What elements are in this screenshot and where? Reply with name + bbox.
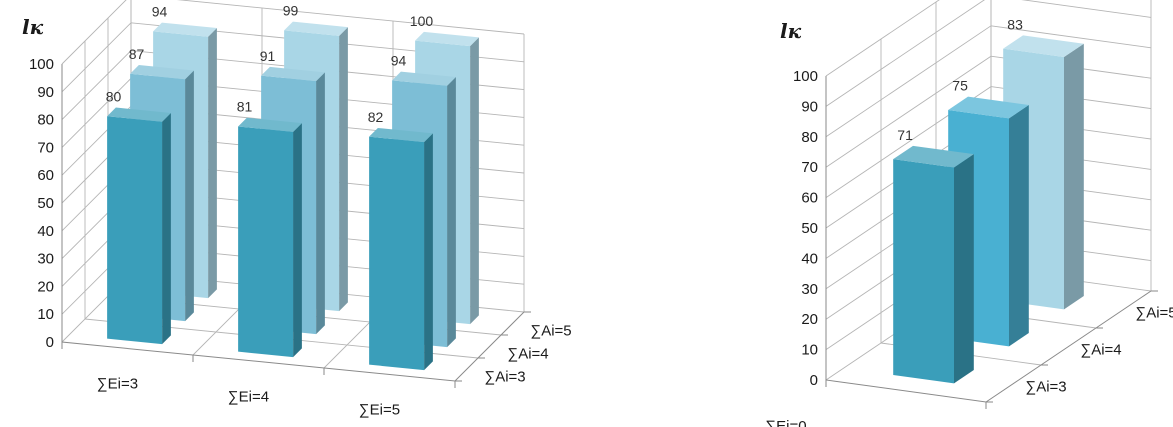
bar-side-face — [208, 28, 217, 298]
bar-side-face — [470, 37, 479, 324]
bar-front-face — [107, 116, 162, 344]
y-tick-label: 90 — [37, 84, 54, 101]
y-tick-label: 80 — [37, 112, 54, 129]
y-tick-label: 70 — [37, 139, 54, 156]
y-tick-label: 90 — [801, 98, 818, 115]
bar-side-face — [185, 71, 194, 322]
depth-series-label: ∑Ai=5 — [531, 323, 572, 340]
chart-right: 0 10 20 30 40 50 60 70 80 90 100 83 75 71 ∑Ei=0 ∑Ai=3 ∑A… — [765, 0, 1173, 427]
bar-side-face — [1009, 105, 1029, 346]
bar-side-face — [339, 27, 348, 311]
bar — [369, 128, 433, 370]
bar — [893, 146, 974, 384]
y-tick-label: 60 — [801, 190, 818, 207]
gridline — [826, 0, 1151, 106]
bar — [107, 108, 171, 345]
x-category-label: ∑Ei=0 — [765, 418, 806, 427]
chart-left: 0 10 20 30 40 50 60 70 80 90 100 94 99 100 87 91 94 80 81 8… — [22, 0, 572, 419]
y-axis-title: lк — [780, 19, 802, 43]
data-label: 71 — [897, 127, 913, 143]
y-tick-label: 0 — [810, 372, 818, 389]
bar-side-face — [1064, 44, 1084, 310]
gridline — [826, 0, 1151, 76]
depth-series-label: ∑Ai=5 — [1136, 305, 1173, 322]
bar — [238, 118, 302, 357]
data-label: 91 — [260, 48, 276, 64]
y-tick-label: 70 — [801, 159, 818, 176]
data-label: 99 — [283, 3, 299, 19]
y-tick-label: 30 — [801, 281, 818, 298]
y-tick-label: 50 — [801, 220, 818, 237]
y-tick-label: 60 — [37, 167, 54, 184]
y-tick-label: 100 — [793, 68, 818, 85]
bar-side-face — [162, 113, 171, 344]
data-label: 75 — [952, 78, 968, 94]
bar-side-face — [293, 123, 302, 357]
data-label: 81 — [237, 99, 253, 115]
depth-series-label: ∑Ai=3 — [1026, 379, 1067, 396]
bar-front-face — [369, 137, 424, 370]
y-tick-label: 40 — [37, 223, 54, 240]
y-tick-label: 80 — [801, 129, 818, 146]
data-label: 94 — [391, 53, 407, 69]
y-tick-label: 40 — [801, 250, 818, 267]
x-category-label: ∑Ei=5 — [359, 402, 400, 419]
bar-side-face — [954, 154, 974, 383]
bar-front-face — [238, 126, 293, 357]
y-tick-label: 10 — [801, 342, 818, 359]
depth-series-label: ∑Ai=3 — [485, 369, 526, 386]
y-tick-label: 20 — [37, 278, 54, 295]
data-label: 94 — [152, 4, 168, 20]
data-label: 82 — [368, 109, 384, 125]
depth-series-label: ∑Ai=4 — [1081, 342, 1122, 359]
bar-front-face — [893, 159, 954, 383]
data-label: 80 — [106, 89, 122, 105]
y-tick-label: 50 — [37, 195, 54, 212]
y-tick-label: 0 — [46, 334, 54, 351]
bar-side-face — [447, 77, 456, 347]
y-tick-label: 10 — [37, 306, 54, 323]
y-tick-label: 20 — [801, 311, 818, 328]
y-axis-title: lк — [22, 15, 44, 39]
y-tick-label: 30 — [37, 251, 54, 268]
depth-series-label: ∑Ai=4 — [508, 346, 549, 363]
y-tick-label: 100 — [29, 56, 54, 73]
bar-side-face — [424, 133, 433, 370]
data-label: 87 — [129, 46, 145, 62]
x-category-label: ∑Ei=4 — [228, 389, 269, 406]
data-label: 83 — [1007, 16, 1023, 32]
bar-side-face — [316, 72, 325, 334]
x-category-label: ∑Ei=3 — [97, 376, 138, 393]
data-label: 100 — [410, 13, 434, 29]
